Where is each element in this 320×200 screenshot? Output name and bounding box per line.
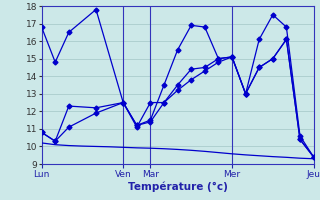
X-axis label: Température (°c): Température (°c) xyxy=(128,181,228,192)
